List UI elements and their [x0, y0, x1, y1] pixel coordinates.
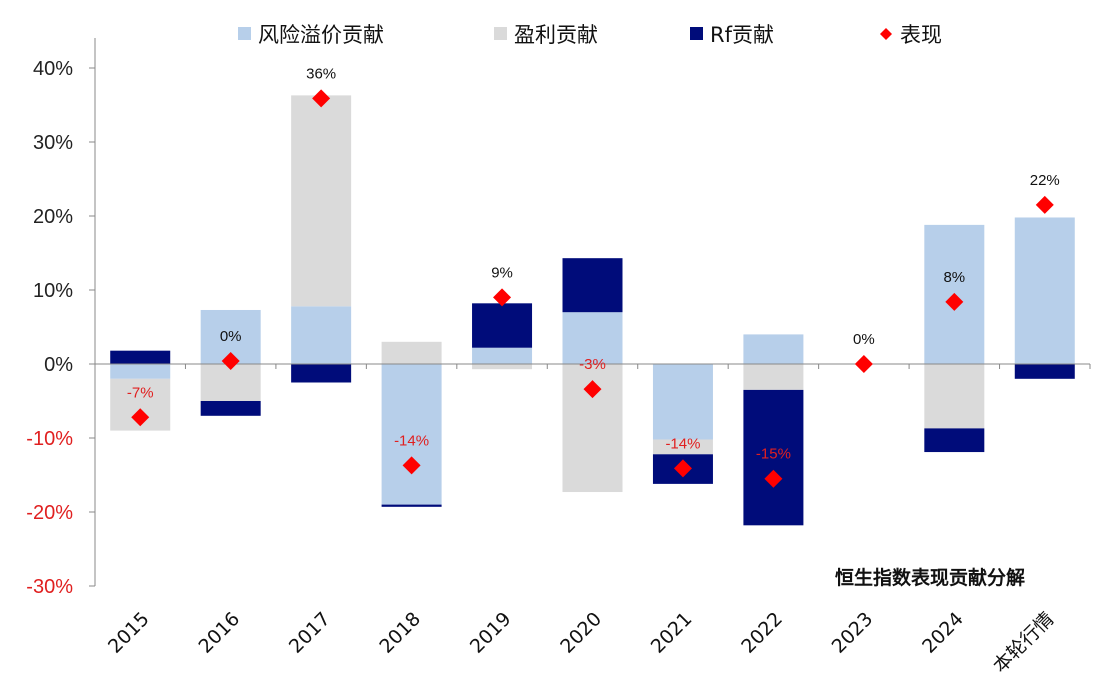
data-label-2023: 0%: [853, 331, 875, 348]
y-tick-label: 30%: [33, 132, 73, 154]
data-label-2019: 9%: [491, 264, 513, 281]
y-tick-label: 0%: [44, 354, 73, 376]
bar-风险溢价贡献-2018: [381, 364, 442, 505]
bar-盈利贡献-2019: [472, 364, 533, 370]
y-tick-label: -10%: [26, 428, 73, 450]
performance-marker-2018: [402, 456, 421, 475]
category-label: 2022: [737, 608, 787, 658]
markers-layer: -7% 0% 36% -14% 9% -3% -14% -15% 0% 8% 22%: [127, 65, 1060, 488]
performance-marker-2020: [583, 380, 602, 399]
bar-盈利贡献-2016: [200, 364, 261, 401]
legend-swatch-表现: [880, 28, 892, 40]
performance-marker-2024: [945, 292, 964, 311]
performance-marker-2019: [493, 288, 512, 307]
bar-风险溢价贡献-本轮行情: [1014, 217, 1075, 364]
bar-Rf贡献-2017: [291, 364, 352, 383]
chart-title: 恒生指数表现贡献分解: [835, 566, 1025, 589]
category-label: 2018: [375, 608, 425, 658]
bar-盈利贡献-2021: [652, 439, 713, 455]
data-label-2018: -14%: [394, 432, 429, 449]
data-label-2015: -7%: [127, 384, 154, 401]
y-tick-label: 40%: [33, 58, 73, 80]
bar-Rf贡献-2019: [472, 303, 533, 348]
performance-marker-2021: [673, 459, 692, 478]
data-label-本轮行情: 22%: [1030, 172, 1060, 189]
bar-盈利贡献-2018: [381, 341, 442, 364]
y-tick-label: 10%: [33, 280, 73, 302]
category-label: 本轮行情: [989, 608, 1058, 677]
bar-风险溢价贡献-2019: [472, 347, 533, 364]
bar-Rf贡献-2015: [110, 350, 171, 364]
legend-label-Rf贡献: Rf贡献: [710, 23, 774, 47]
bar-风险溢价贡献-2021: [652, 364, 713, 440]
bar-盈利贡献-2024: [924, 364, 985, 429]
data-label-2021: -14%: [665, 435, 700, 452]
legend: 风险溢价贡献 盈利贡献 Rf贡献 表现: [238, 23, 942, 47]
bar-风险溢价贡献-2015: [110, 364, 171, 379]
category-label: 2015: [104, 608, 154, 658]
bar-Rf贡献-2024: [924, 428, 985, 453]
legend-label-盈利贡献: 盈利贡献: [514, 23, 598, 47]
y-tick-label: -20%: [26, 502, 73, 524]
category-label: 2024: [918, 608, 968, 658]
y-tick-label: -30%: [26, 576, 73, 598]
performance-marker-2022: [764, 469, 783, 488]
legend-swatch-风险溢价贡献: [238, 27, 251, 40]
category-label: 2016: [194, 608, 244, 658]
performance-marker-2016: [221, 352, 240, 371]
bar-Rf贡献-2016: [200, 401, 261, 416]
y-tick-label: 20%: [33, 206, 73, 228]
bar-风险溢价贡献-2017: [291, 306, 352, 364]
legend-swatch-Rf贡献: [690, 27, 703, 40]
category-label: 2017: [285, 608, 335, 658]
data-label-2017: 36%: [306, 65, 336, 82]
performance-marker-2023: [854, 355, 873, 373]
bar-Rf贡献-本轮行情: [1014, 364, 1075, 379]
performance-marker-本轮行情: [1035, 195, 1054, 214]
bar-盈利贡献-2017: [291, 95, 352, 307]
bar-Rf贡献-2018: [381, 504, 442, 507]
data-label-2024: 8%: [943, 269, 965, 286]
bar-Rf贡献-2022: [743, 389, 804, 526]
performance-marker-2017: [312, 89, 331, 108]
bar-盈利贡献-2022: [743, 364, 804, 390]
data-label-2022: -15%: [756, 446, 791, 463]
data-label-2020: -3%: [579, 356, 606, 373]
bars-layer: [110, 95, 1075, 526]
performance-marker-2015: [131, 408, 150, 427]
category-label: 2020: [556, 608, 606, 658]
legend-label-表现: 表现: [900, 23, 942, 47]
category-label: 2019: [466, 608, 516, 658]
category-label: 2023: [828, 608, 878, 658]
bar-风险溢价贡献-2022: [743, 334, 804, 364]
bar-风险溢价贡献-2020: [562, 312, 623, 364]
category-label: 2021: [647, 608, 697, 658]
legend-label-风险溢价贡献: 风险溢价贡献: [258, 23, 384, 47]
legend-swatch-盈利贡献: [494, 27, 507, 40]
data-label-2016: 0%: [220, 328, 242, 345]
bar-Rf贡献-2020: [562, 258, 623, 313]
